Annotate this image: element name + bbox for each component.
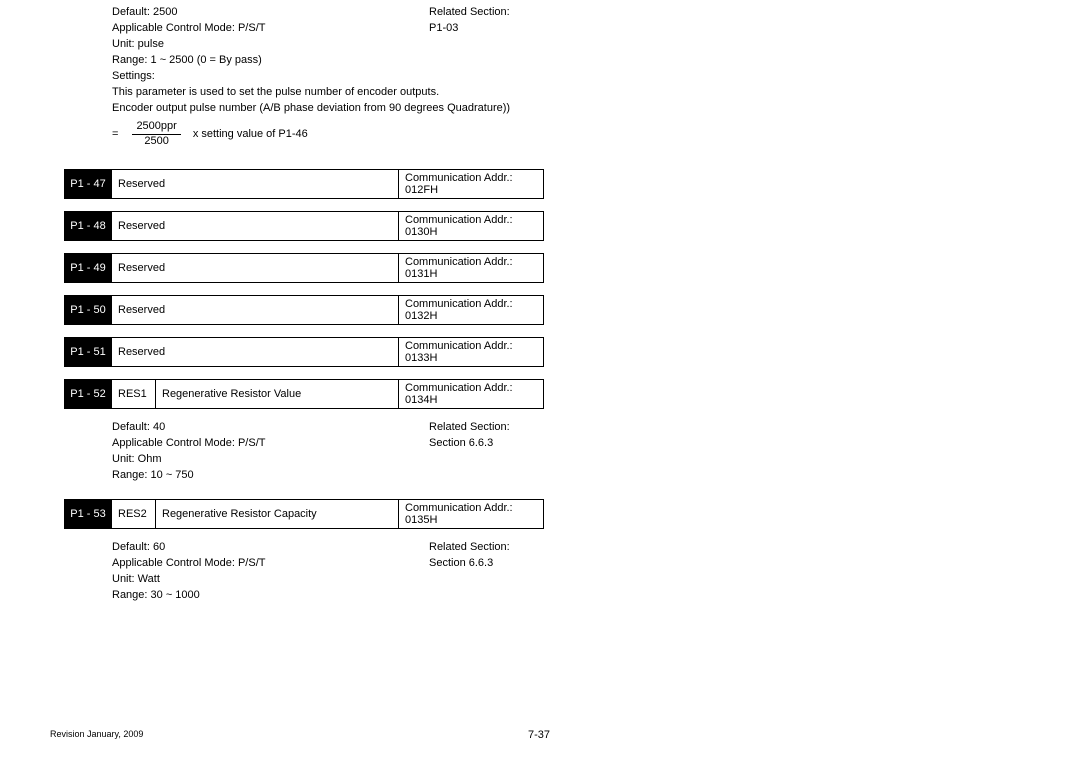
fraction-denominator: 2500 [140,135,172,149]
p146-related-ref: P1-03 [429,22,1030,34]
param-name: Reserved [112,295,399,325]
p146-settings: Settings: [112,70,1030,82]
p146-unit: Unit: pulse [112,38,1030,50]
footer-revision: Revision January, 2009 [50,729,143,741]
p146-related: Related Section: [429,6,1030,18]
p53-unit: Unit: Watt [112,573,1030,585]
formula-equals: = [112,128,118,140]
p146-default: Default: 2500 [112,6,429,18]
p52-default: Default: 40 [112,421,429,433]
param-name: Regenerative Resistor Capacity [156,499,399,529]
param-name: Reserved [112,337,399,367]
param-row-p50: P1 - 50 Reserved Communication Addr.: 01… [64,295,1030,325]
p53-details: Default: 60 Related Section: Applicable … [112,541,1030,601]
param-code: P1 - 51 [64,337,112,367]
page-footer: Revision January, 2009 7-37 [0,729,1080,741]
p52-unit: Unit: Ohm [112,453,1030,465]
p146-desc1: This parameter is used to set the pulse … [112,86,1030,98]
p53-related: Related Section: [429,541,1030,553]
param-name: Reserved [112,169,399,199]
param-addr: Communication Addr.: 0131H [399,253,544,283]
param-code: P1 - 47 [64,169,112,199]
p146-desc2: Encoder output pulse number (A/B phase d… [112,102,1030,114]
fraction-numerator: 2500ppr [132,120,180,135]
param-code: P1 - 53 [64,499,112,529]
param-name: Regenerative Resistor Value [156,379,399,409]
p52-details: Default: 40 Related Section: Applicable … [112,421,1030,481]
p53-related-ref: Section 6.6.3 [429,557,1030,569]
param-short: RES2 [112,499,156,529]
param-code: P1 - 48 [64,211,112,241]
p53-default: Default: 60 [112,541,429,553]
param-name: Reserved [112,211,399,241]
p146-formula: = 2500ppr 2500 x setting value of P1-46 [112,120,1030,149]
param-addr: Communication Addr.: 0133H [399,337,544,367]
param-row-p48: P1 - 48 Reserved Communication Addr.: 01… [64,211,1030,241]
p53-mode: Applicable Control Mode: P/S/T [112,557,429,569]
p52-mode: Applicable Control Mode: P/S/T [112,437,429,449]
param-row-p47: P1 - 47 Reserved Communication Addr.: 01… [64,169,1030,199]
param-code: P1 - 49 [64,253,112,283]
p146-mode: Applicable Control Mode: P/S/T [112,22,429,34]
formula-tail: x setting value of P1-46 [193,128,308,140]
param-addr: Communication Addr.: 012FH [399,169,544,199]
footer-page-number: 7-37 [528,729,550,741]
param-row-p49: P1 - 49 Reserved Communication Addr.: 01… [64,253,1030,283]
p52-related-ref: Section 6.6.3 [429,437,1030,449]
p52-range: Range: 10 ~ 750 [112,469,1030,481]
p52-related: Related Section: [429,421,1030,433]
param-addr: Communication Addr.: 0135H [399,499,544,529]
param-name: Reserved [112,253,399,283]
param-code: P1 - 52 [64,379,112,409]
p53-range: Range: 30 ~ 1000 [112,589,1030,601]
page-content: Default: 2500 Related Section: Applicabl… [0,6,1080,649]
param-addr: Communication Addr.: 0130H [399,211,544,241]
param-addr: Communication Addr.: 0134H [399,379,544,409]
param-row-p51: P1 - 51 Reserved Communication Addr.: 01… [64,337,1030,367]
p146-details: Default: 2500 Related Section: Applicabl… [112,6,1030,149]
param-row-p53: P1 - 53 RES2 Regenerative Resistor Capac… [64,499,1030,529]
p146-range: Range: 1 ~ 2500 (0 = By pass) [112,54,1030,66]
param-code: P1 - 50 [64,295,112,325]
param-row-p52: P1 - 52 RES1 Regenerative Resistor Value… [64,379,1030,409]
param-short: RES1 [112,379,156,409]
formula-fraction: 2500ppr 2500 [132,120,180,149]
param-addr: Communication Addr.: 0132H [399,295,544,325]
